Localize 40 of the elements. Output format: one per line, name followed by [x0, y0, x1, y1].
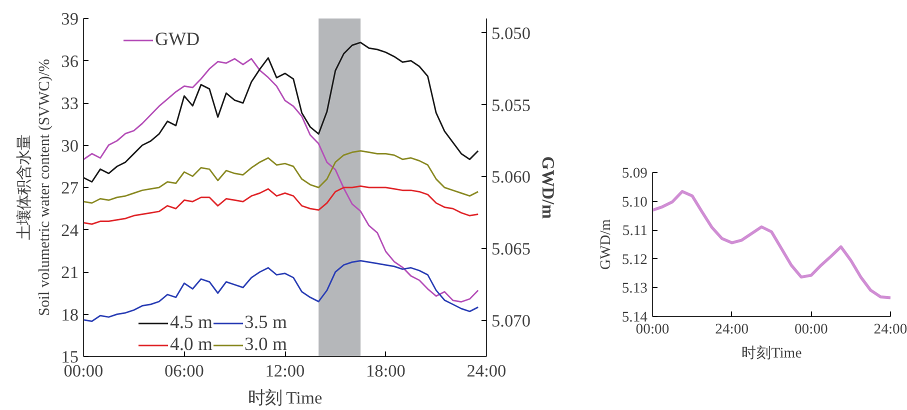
- y-tick-label: 5.10: [622, 194, 648, 210]
- x-tick-label: 06:00: [164, 362, 204, 380]
- line-series: [84, 150, 479, 204]
- y2-axis-title: GWD/m: [538, 156, 558, 220]
- y-tick-label: 33: [61, 94, 78, 113]
- y2-tick-label: 5.060: [492, 168, 530, 187]
- y-tick-label: 18: [61, 305, 78, 324]
- x-tick-label: 24:00: [715, 322, 749, 338]
- legend-label: 3.0 m: [244, 334, 287, 356]
- y-axis-title: 土壤体积含水量 Soil volumetric water content (SVWC)/%: [16, 58, 54, 316]
- x-tick-label: 00:00: [636, 322, 670, 338]
- legend-label: GWD: [155, 29, 200, 51]
- y-tick-label: 27: [61, 178, 79, 198]
- y-tick-label: 30: [61, 136, 78, 156]
- y-tick-label: 5.12: [622, 252, 648, 268]
- y-axis-title: GWD/m: [598, 218, 614, 270]
- y-tick-label: 39: [61, 10, 78, 28]
- y-tick-label: 36: [61, 52, 79, 71]
- y2-tick-label: 5.050: [492, 24, 530, 43]
- y2-tick-label: 5.070: [492, 312, 530, 331]
- x-tick-label: 18:00: [366, 362, 406, 380]
- y-tick-label: 5.09: [622, 166, 648, 182]
- x-tick-label: 24:00: [874, 322, 907, 338]
- y2-tick-label: 5.065: [492, 240, 530, 259]
- x-tick-label: 24:00: [466, 362, 506, 380]
- x-axis-title: 时刻 Time: [248, 388, 322, 408]
- y-tick-label: 24: [61, 220, 79, 240]
- legend-label: 3.5 m: [244, 312, 287, 334]
- y-tick-label: 5.13: [622, 280, 648, 297]
- x-tick-label: 00:00: [794, 322, 828, 338]
- line-series: [84, 185, 479, 225]
- y-tick-label: 21: [61, 263, 78, 282]
- line-series: [652, 190, 890, 300]
- legend-label: 4.0 m: [170, 334, 212, 356]
- legend-label: 4.5 m: [170, 312, 212, 334]
- y2-tick-label: 5.055: [492, 96, 530, 115]
- line-series: [84, 58, 479, 303]
- y-tick-label: 5.11: [622, 223, 648, 240]
- x-axis-title: 时刻Time: [741, 344, 802, 362]
- x-tick-label: 12:00: [265, 362, 305, 380]
